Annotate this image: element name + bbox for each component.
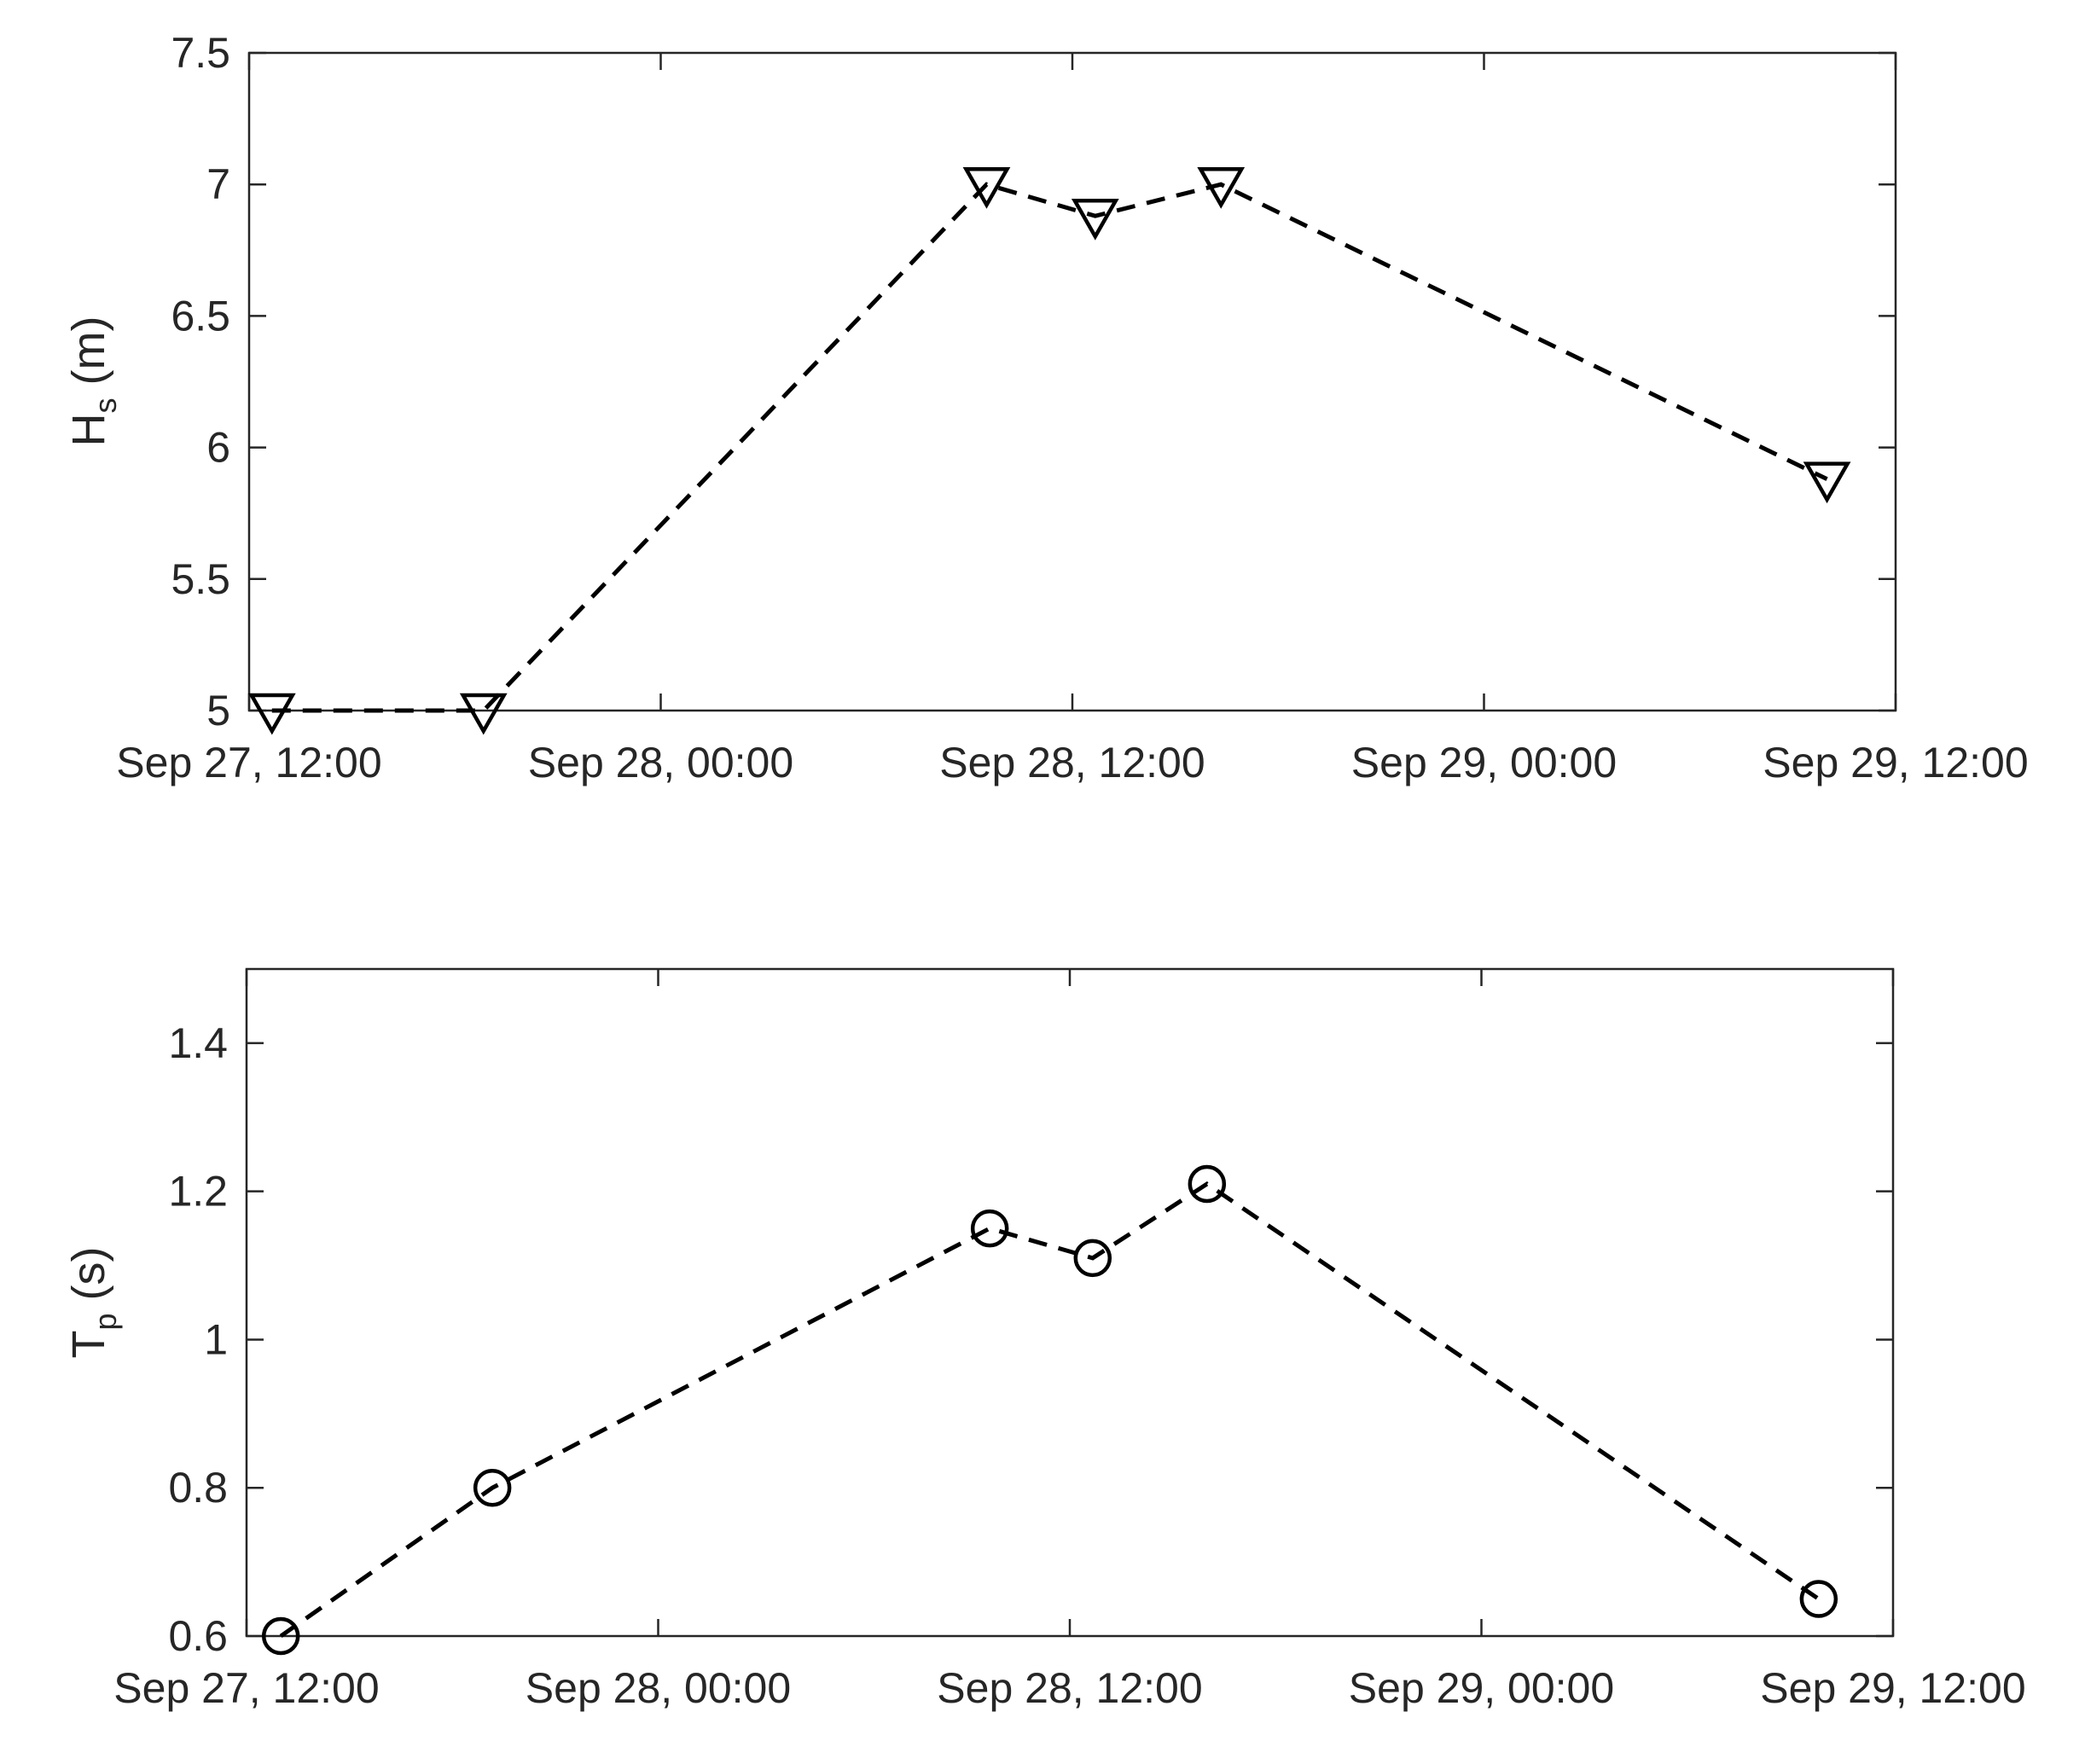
tp-y-tick-label: 1.2: [168, 1168, 228, 1216]
tp-y-tick-label: 1: [204, 1315, 228, 1363]
tp-data-point: [1188, 1164, 1227, 1204]
hs-y-tick-label: 7.5: [171, 29, 230, 77]
hs-x-tick-label: Sep 29, 12:00: [1763, 739, 2028, 786]
hs-ylabel-sub: s: [88, 397, 123, 413]
tp-y-axis-label: Tp (s): [63, 1247, 123, 1359]
hs-data-point: [1803, 461, 1851, 504]
hs-data-point: [247, 693, 296, 735]
hs-y-tick-label: 7: [206, 160, 230, 208]
tp-data-point: [1799, 1580, 1838, 1618]
hs-plot-frame: [247, 51, 1897, 712]
hs-markers: [247, 166, 1851, 735]
hs-y-axis-label: Hs (m): [63, 316, 123, 447]
tp-y-tick-label: 0.6: [168, 1612, 228, 1660]
hs-x-tick-label: Sep 29, 00:00: [1351, 739, 1617, 786]
tp-data-point: [473, 1468, 512, 1507]
hs-series-line: [271, 182, 1828, 713]
hs-x-tick-label: Sep 28, 00:00: [528, 739, 793, 786]
tp-markers: [261, 1164, 1838, 1656]
hs-data-point: [1197, 166, 1246, 209]
tp-panel: Sep 27, 12:00 Sep 28, 00:00 Sep 28, 12:00 S…: [63, 967, 2026, 1712]
hs-x-tick-labels: Sep 27, 12:00 Sep 28, 00:00 Sep 28, 12:00 S…: [116, 739, 2028, 786]
hs-panel: Sep 27, 12:00 Sep 28, 00:00 Sep 28, 12:00 S…: [63, 29, 2029, 786]
hs-data-point: [962, 166, 1011, 209]
tp-y-tick-labels: 0.6 0.8 1 1.2 1.4: [168, 1019, 228, 1660]
hs-ticks: [247, 51, 1897, 712]
tp-x-tick-label: Sep 28, 12:00: [937, 1664, 1202, 1712]
tp-data-point: [261, 1616, 300, 1656]
tp-plot-frame: [245, 967, 1895, 1638]
hs-y-tick-label: 5: [206, 687, 230, 734]
tp-ylabel-sub: p: [88, 1313, 123, 1330]
tp-y-tick-label: 1.4: [168, 1019, 228, 1067]
tp-x-tick-label: Sep 28, 00:00: [526, 1664, 791, 1712]
hs-ylabel-unit: (m): [63, 316, 114, 398]
tp-ylabel-unit: (s): [63, 1247, 114, 1314]
hs-x-tick-label: Sep 28, 12:00: [939, 739, 1205, 786]
tp-ticks: [245, 969, 1895, 1638]
tp-data-point: [1073, 1239, 1112, 1278]
hs-data-point: [459, 693, 508, 735]
tp-series-line: [279, 1181, 1821, 1639]
hs-x-tick-label: Sep 27, 12:00: [116, 739, 381, 786]
tp-x-tick-label: Sep 29, 00:00: [1349, 1664, 1614, 1712]
hs-y-tick-label: 5.5: [171, 555, 230, 603]
tp-y-tick-label: 0.8: [168, 1464, 228, 1512]
hs-y-tick-label: 6.5: [171, 292, 230, 339]
tp-x-tick-labels: Sep 27, 12:00 Sep 28, 00:00 Sep 28, 12:00 S…: [113, 1664, 2025, 1712]
hs-ylabel-main: H: [63, 413, 114, 446]
hs-y-tick-labels: 5 5.5 6 6.5 7 7.5: [171, 29, 230, 734]
hs-data-point: [1071, 198, 1119, 241]
tp-data-point: [970, 1209, 1009, 1248]
tp-ylabel-main: T: [63, 1331, 114, 1359]
hs-y-tick-label: 6: [206, 424, 230, 472]
tp-x-tick-label: Sep 27, 12:00: [113, 1664, 379, 1712]
tp-x-tick-label: Sep 29, 12:00: [1760, 1664, 2025, 1712]
